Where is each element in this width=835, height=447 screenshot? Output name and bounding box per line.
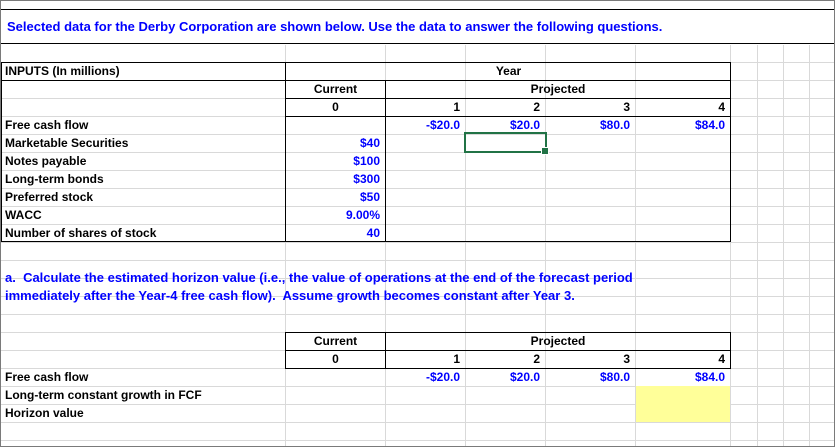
t1-border-subheader-bottom [285,98,731,99]
t1-wacc-label[interactable]: WACC [5,208,42,222]
t2-fcf-y4-cell[interactable]: $84.0 [694,370,725,384]
selected-cell[interactable] [464,132,549,155]
t1-marketable-securities-value[interactable]: $40 [359,136,380,150]
t1-year-4-cell[interactable]: 4 [718,100,725,114]
t2-year-1-cell[interactable]: 1 [453,352,460,366]
t1-long-term-bonds-label[interactable]: Long-term bonds [5,172,104,186]
t1-fcf-y3-cell[interactable]: $80.0 [599,118,630,132]
t2-projected-header-cell[interactable]: Projected [530,334,586,348]
t1-preferred-stock-label[interactable]: Preferred stock [5,190,94,204]
t2-year-0-cell[interactable]: 0 [332,352,339,366]
t2-fcf-label-cell[interactable]: Free cash flow [5,370,89,384]
t2-horizon-label-cell[interactable]: Horizon value [5,406,84,420]
gridline-col-e [545,45,546,446]
t2-year-3-cell[interactable]: 3 [623,352,630,366]
t1-year-0-cell[interactable]: 0 [332,100,339,114]
question-a-line2: immediately after the Year-4 free cash f… [5,288,575,303]
t1-fcf-label-cell[interactable]: Free cash flow [5,118,89,132]
growth-input-cell[interactable] [636,386,730,404]
gridline-col-f [635,45,636,446]
t1-shares-label[interactable]: Number of shares of stock [5,226,157,240]
t1-year-1-cell[interactable]: 1 [453,100,460,114]
t1-current-header-cell[interactable]: Current [313,82,358,96]
t1-shares-value[interactable]: 40 [366,226,380,240]
t1-marketable-securities-label[interactable]: Marketable Securities [5,136,129,150]
t1-border-labels-right [285,62,286,242]
t1-notes-payable-value[interactable]: $100 [353,154,380,168]
t2-border-years-bottom [285,368,731,369]
t1-inputs-header-cell[interactable]: INPUTS (In millions) [5,64,120,78]
t1-border-years-bottom [285,116,731,117]
t2-growth-label-cell[interactable]: Long-term constant growth in FCF [5,388,202,402]
t1-wacc-value[interactable]: 9.00% [345,208,380,222]
horizontal-gridlines [1,45,834,446]
gridline-col-g [730,45,731,446]
t2-border-current-right [385,332,386,369]
gridline-col-b [285,45,286,446]
t2-border-top [285,332,731,333]
t1-preferred-stock-value[interactable]: $50 [359,190,380,204]
t1-fcf-y2-cell[interactable]: $20.0 [509,118,540,132]
gridline-col-h [757,45,758,446]
t2-year-2-cell[interactable]: 2 [533,352,540,366]
t1-border-header-bottom [1,80,731,81]
t1-fcf-y1-cell[interactable]: -$20.0 [425,118,460,132]
t2-border-header-bottom [285,350,731,351]
title-cell[interactable]: Selected data for the Derby Corporation … [1,9,834,44]
gridline-col-d [465,45,466,446]
t1-border-current-right [385,80,386,242]
t1-projected-header-cell[interactable]: Projected [530,82,586,96]
t1-fcf-y4-cell[interactable]: $84.0 [694,118,725,132]
t2-fcf-y1-cell[interactable]: -$20.0 [425,370,460,384]
t1-border-bottom [1,241,731,242]
t1-border-top [1,62,731,63]
t1-border-right [730,62,731,242]
t1-year-2-cell[interactable]: 2 [533,100,540,114]
question-a-line1: a. Calculate the estimated horizon value… [5,270,633,285]
t2-fcf-y2-cell[interactable]: $20.0 [509,370,540,384]
t1-long-term-bonds-value[interactable]: $300 [353,172,380,186]
t1-notes-payable-label[interactable]: Notes payable [5,154,87,168]
t1-year-header-cell[interactable]: Year [495,64,522,78]
t1-border-left [1,62,2,242]
t2-border-right [730,332,731,369]
t2-border-left [285,332,286,369]
gridline-col-j [809,45,810,446]
gridline-col-i [783,45,784,446]
t2-fcf-y3-cell[interactable]: $80.0 [599,370,630,384]
t2-year-4-cell[interactable]: 4 [718,352,725,366]
fill-handle[interactable] [541,147,549,155]
horizon-input-cell[interactable] [636,404,730,422]
gridline-col-c [385,45,386,446]
t1-year-3-cell[interactable]: 3 [623,100,630,114]
t2-current-header-cell[interactable]: Current [313,334,358,348]
